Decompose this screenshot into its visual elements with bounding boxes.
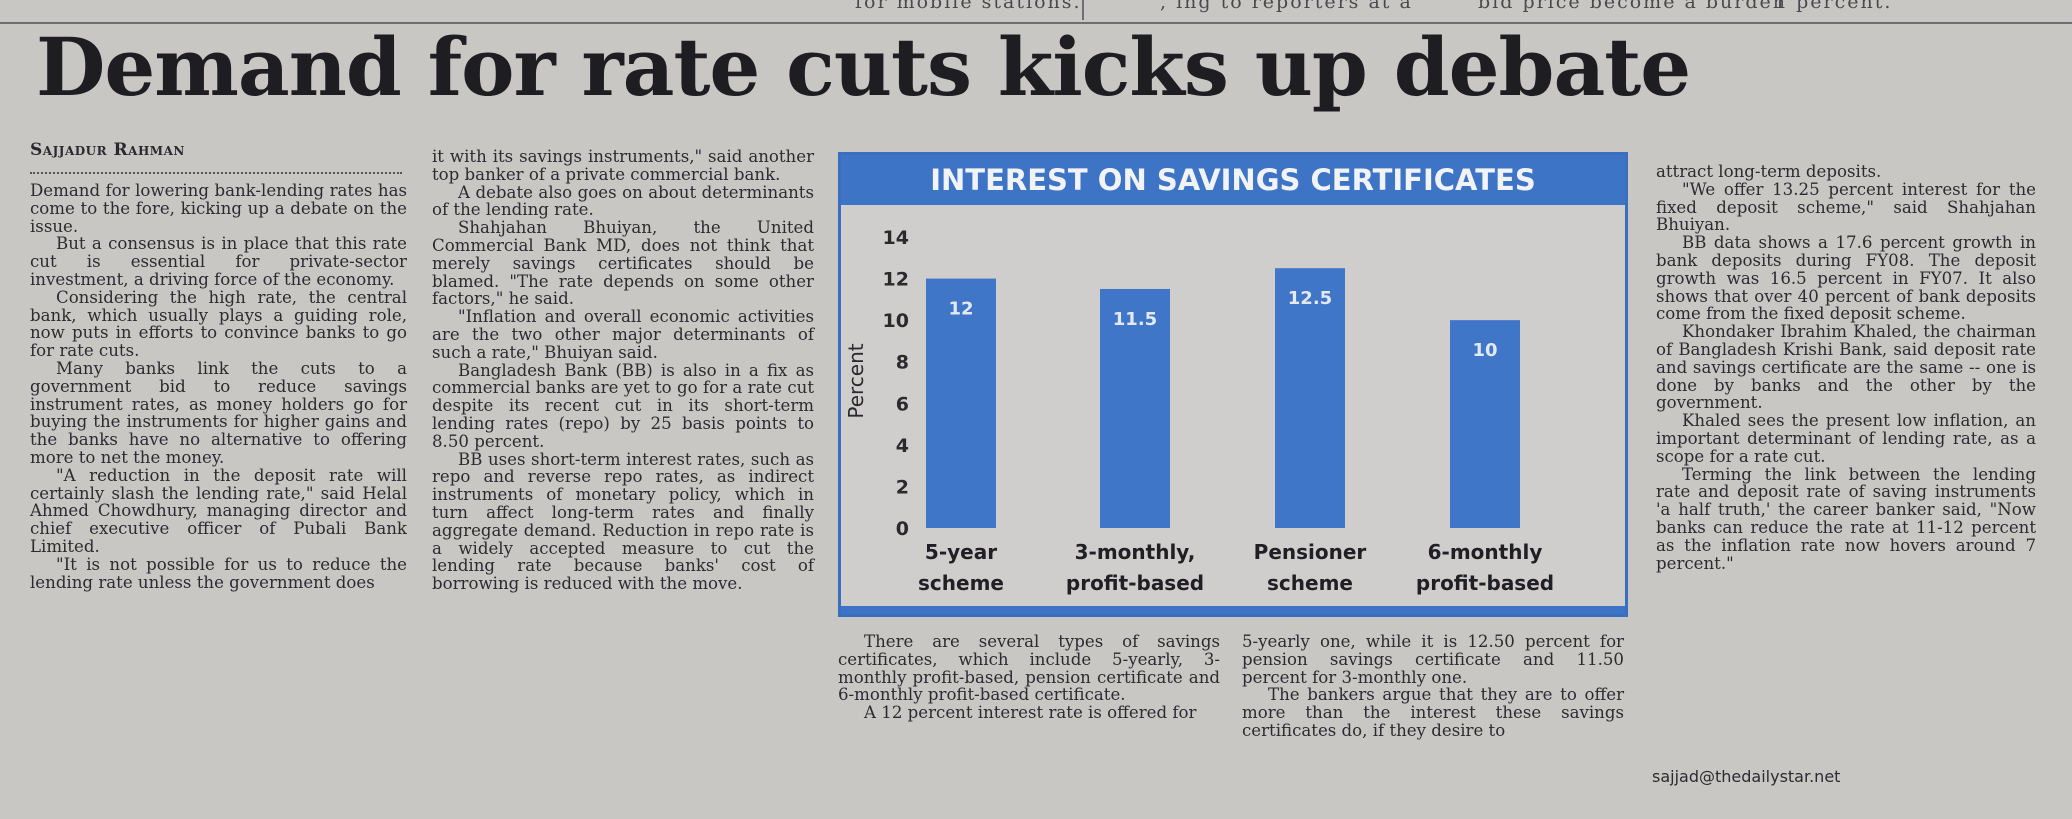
bar-data-label: 11.5	[1113, 309, 1157, 330]
paragraph: Terming the link between the lending rat…	[1656, 464, 2036, 573]
article-column-3: There are several types of savings certi…	[838, 633, 1220, 722]
article-column-1: Demand for lowering bank-lending rates h…	[30, 182, 407, 591]
paragraph: BB uses short-term interest rates, such …	[432, 449, 814, 594]
y-tick-label: 12	[883, 269, 909, 291]
paragraph: A debate also goes on about determinants…	[432, 182, 814, 220]
y-axis-label: Percent	[844, 343, 868, 418]
article-column-5: attract long-term deposits. "We offer 13…	[1656, 163, 2036, 572]
chart-title: INTEREST ON SAVINGS CERTIFICATES	[930, 163, 1536, 197]
previous-story-strip: for mobile stations. , ing to reporters …	[0, 0, 2072, 24]
paragraph: "Inflation and overall economic activiti…	[432, 307, 814, 362]
bar-chart: Percent 0 2 4 6 8 10 12 14 12 5-year scheme 11.5 3-mo…	[844, 227, 1554, 595]
paragraph: it with its savings instruments," said a…	[432, 147, 814, 184]
top-fragment: bid price become a burden	[1478, 0, 1787, 13]
paragraph: 5-yearly one, while it is 12.50 percent …	[1242, 632, 1624, 687]
y-tick-label: 6	[896, 393, 909, 415]
paragraph: The bankers argue that they are to offer…	[1242, 685, 1624, 740]
y-tick-label: 10	[883, 310, 909, 332]
top-fragment: 1 percent.	[1774, 0, 1893, 13]
x-category-label: profit-based	[1416, 571, 1554, 595]
y-tick-label: 8	[896, 352, 909, 374]
paragraph: Khondaker Ibrahim Khaled, the chairman o…	[1656, 322, 2036, 413]
paragraph: Khaled sees the present low inflation, a…	[1656, 411, 2036, 466]
chart-bottom-rule	[841, 606, 1625, 614]
paragraph: "We offer 13.25 percent interest for the…	[1656, 179, 2036, 235]
bar-data-label: 10	[1472, 340, 1497, 361]
paragraph: "It is not possible for us to reduce the…	[30, 554, 407, 592]
paragraph: But a consensus is in place that this ra…	[30, 234, 407, 289]
x-category-label: 6-monthly	[1428, 540, 1543, 564]
bar	[1450, 320, 1520, 528]
x-category-label: Pensioner	[1254, 540, 1367, 564]
paragraph: A 12 percent interest rate is offered fo…	[864, 703, 1197, 723]
x-category-label: scheme	[1267, 571, 1353, 595]
x-category-label: 5-year	[925, 540, 997, 564]
y-tick-label: 2	[896, 476, 909, 498]
bar	[1100, 288, 1170, 528]
paragraph: Many banks link the cuts to a government…	[30, 358, 407, 467]
bar-data-label: 12.5	[1288, 288, 1332, 309]
chart-title-bar	[841, 155, 1625, 205]
paragraph: Demand for lowering bank-lending rates h…	[30, 181, 407, 236]
x-category-label: profit-based	[1066, 571, 1204, 595]
chart-panel: INTEREST ON SAVINGS CERTIFICATES Percent…	[838, 152, 1628, 617]
paragraph: Shahjahan Bhuiyan, the United Commercial…	[432, 218, 814, 309]
byline-divider	[30, 172, 402, 174]
top-fragment: for mobile stations.	[855, 0, 1082, 13]
y-tick-label: 0	[896, 518, 909, 540]
x-category-label: 3-monthly,	[1075, 540, 1196, 564]
paragraph: There are several types of savings certi…	[838, 632, 1220, 705]
paragraph: Considering the high rate, the central b…	[30, 287, 407, 361]
paragraph: attract long-term deposits.	[1656, 162, 1882, 181]
bar	[926, 278, 996, 528]
byline: Sajjadur Rahman	[30, 140, 185, 160]
paragraph: "A reduction in the deposit rate will ce…	[30, 465, 407, 556]
article-column-4: 5-yearly one, while it is 12.50 percent …	[1242, 633, 1624, 740]
author-email: sajjad@thedailystar.net	[1652, 767, 1841, 786]
column-rule	[1082, 0, 1084, 20]
paragraph: Bangladesh Bank (BB) is also in a fix as…	[432, 360, 814, 451]
y-tick-label: 4	[896, 435, 909, 457]
paragraph: BB data shows a 17.6 percent growth in b…	[1656, 233, 2036, 324]
article-column-2: it with its savings instruments," said a…	[432, 148, 814, 593]
top-fragment: , ing to reporters at a	[1160, 0, 1413, 13]
x-category-label: scheme	[918, 571, 1004, 595]
y-tick-label: 14	[883, 227, 909, 249]
headline: Demand for rate cuts kicks up debate	[36, 20, 1691, 114]
bar-data-label: 12	[948, 299, 973, 320]
bar	[1275, 268, 1345, 528]
